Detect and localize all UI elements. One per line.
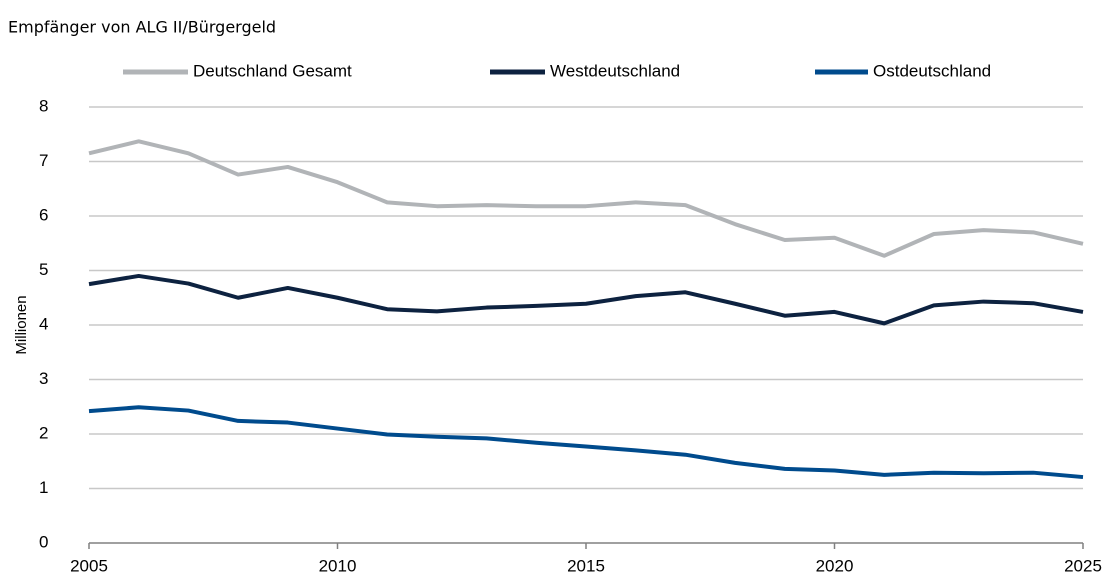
y-tick-label: 2 <box>39 423 48 442</box>
y-tick-label: 5 <box>39 260 48 279</box>
line <box>88 139 1084 258</box>
y-tick-label: 1 <box>39 478 48 497</box>
line <box>88 405 1084 480</box>
legend-label: Westdeutschland <box>550 61 680 80</box>
x-tick-label: 2015 <box>567 556 605 575</box>
legend-label: Ostdeutschland <box>873 61 991 80</box>
y-axis-label: Millionen <box>13 295 30 354</box>
chart-title: Empfänger von ALG II/Bürgergeld <box>8 18 276 37</box>
x-tick-label: 2010 <box>319 556 357 575</box>
y-tick-label: 0 <box>39 532 48 551</box>
y-tick-label: 4 <box>39 314 48 333</box>
y-tick-label: 7 <box>39 151 48 170</box>
y-tick-label: 3 <box>39 369 48 388</box>
x-tick-label: 2005 <box>70 556 108 575</box>
x-tick-label: 2025 <box>1064 556 1102 575</box>
x-tick-label: 2020 <box>816 556 854 575</box>
legend-label: Deutschland Gesamt <box>193 61 352 80</box>
y-tick-label: 6 <box>39 205 48 224</box>
y-tick-label: 8 <box>39 96 48 115</box>
line <box>88 273 1084 326</box>
